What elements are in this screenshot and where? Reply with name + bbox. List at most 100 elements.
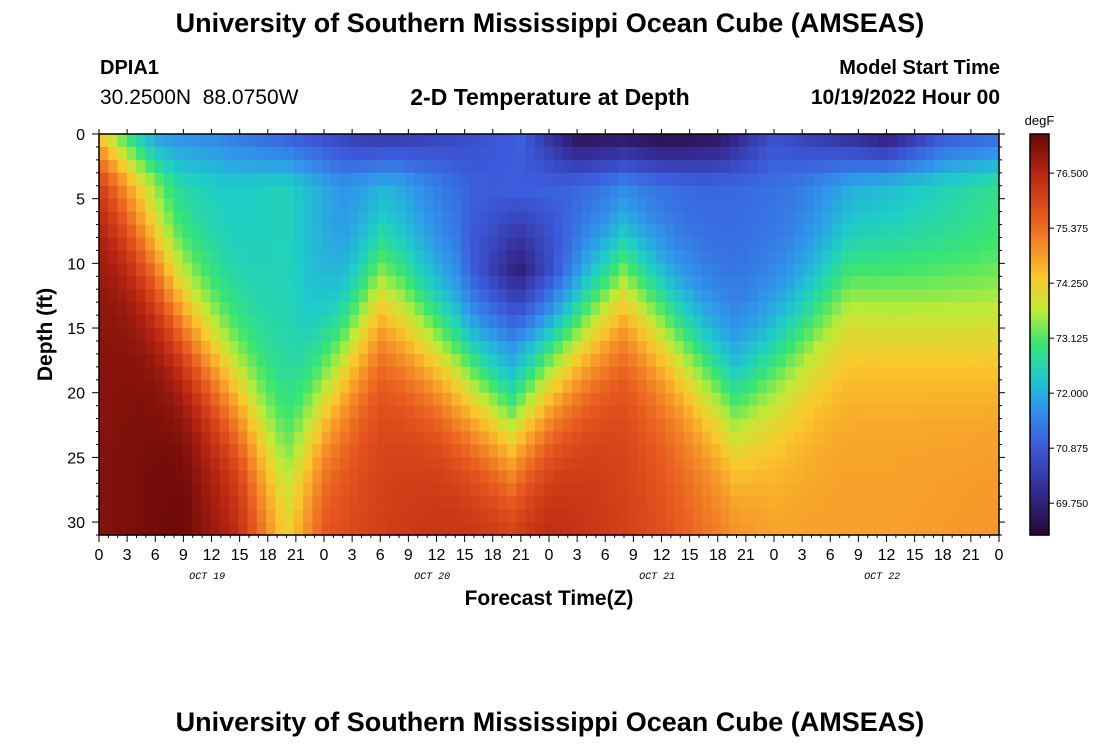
heatmap-cell bbox=[497, 134, 508, 148]
heatmap-cell bbox=[293, 522, 304, 536]
colorbar-segment bbox=[1030, 508, 1049, 513]
heatmap-cell bbox=[163, 340, 174, 355]
heatmap-cell bbox=[451, 457, 462, 471]
heatmap-cell bbox=[154, 263, 165, 277]
heatmap-cell bbox=[442, 211, 453, 226]
heatmap-cell bbox=[776, 276, 787, 290]
heatmap-cell bbox=[117, 289, 128, 303]
heatmap-cell bbox=[433, 224, 443, 239]
heatmap-cell bbox=[145, 431, 156, 446]
heatmap-cell bbox=[720, 159, 731, 174]
heatmap-cell bbox=[869, 263, 879, 277]
heatmap-cell bbox=[924, 224, 935, 239]
heatmap-cell bbox=[247, 146, 258, 161]
colorbar-segment bbox=[1030, 327, 1049, 332]
heatmap-cell bbox=[664, 457, 675, 471]
heatmap-cell bbox=[303, 302, 313, 316]
heatmap-cell bbox=[720, 444, 731, 458]
heatmap-cell bbox=[321, 198, 332, 213]
heatmap-cell bbox=[702, 263, 712, 277]
heatmap-cell bbox=[989, 366, 1000, 381]
heatmap-cell bbox=[377, 224, 388, 239]
heatmap-cell bbox=[952, 405, 963, 420]
heatmap-cell bbox=[238, 405, 249, 420]
heatmap-cell bbox=[767, 509, 777, 523]
heatmap-cell bbox=[525, 509, 536, 523]
heatmap-cell bbox=[330, 134, 341, 148]
heatmap-cell bbox=[664, 276, 675, 290]
heatmap-cell bbox=[405, 496, 416, 510]
heatmap-cell bbox=[256, 379, 267, 394]
heatmap-cell bbox=[776, 353, 787, 368]
heatmap-cell bbox=[674, 522, 685, 536]
heatmap-cell bbox=[664, 392, 675, 407]
heatmap-cell bbox=[516, 522, 527, 536]
heatmap-cell bbox=[562, 276, 573, 290]
heatmap-cell bbox=[869, 340, 879, 355]
heatmap-cell bbox=[284, 315, 295, 329]
heatmap-cell bbox=[201, 211, 211, 226]
heatmap-cell bbox=[776, 366, 787, 381]
heatmap-cell bbox=[831, 353, 842, 368]
heatmap-cell bbox=[460, 483, 471, 497]
heatmap-cell bbox=[887, 276, 898, 290]
heatmap-cell bbox=[368, 211, 378, 226]
heatmap-cell bbox=[989, 302, 1000, 316]
heatmap-cell bbox=[822, 302, 833, 316]
heatmap-cell bbox=[108, 315, 119, 329]
heatmap-cell bbox=[126, 211, 137, 226]
heatmap-cell bbox=[952, 522, 963, 536]
heatmap-cell bbox=[896, 328, 907, 342]
heatmap-cell bbox=[321, 522, 332, 536]
heatmap-cell bbox=[154, 457, 165, 471]
day-label: OCT 22 bbox=[864, 572, 900, 583]
heatmap-cell bbox=[340, 444, 351, 458]
heatmap-cell bbox=[321, 250, 332, 264]
heatmap-cell bbox=[729, 172, 740, 187]
heatmap-cell bbox=[219, 276, 230, 290]
heatmap-cell bbox=[804, 224, 815, 239]
x-tick-label: 21 bbox=[287, 547, 305, 564]
heatmap-cell bbox=[312, 276, 323, 290]
heatmap-cell bbox=[256, 470, 267, 484]
heatmap-cell bbox=[497, 392, 508, 407]
heatmap-cell bbox=[117, 250, 128, 264]
heatmap-cell bbox=[581, 134, 592, 148]
heatmap-cell bbox=[878, 470, 889, 484]
heatmap-cell bbox=[637, 328, 648, 342]
heatmap-cell bbox=[405, 315, 416, 329]
heatmap-cell bbox=[201, 289, 211, 303]
heatmap-cell bbox=[572, 185, 583, 200]
heatmap-cell bbox=[590, 328, 601, 342]
heatmap-cell bbox=[275, 483, 286, 497]
heatmap-cell bbox=[275, 159, 286, 174]
heatmap-cell bbox=[108, 405, 119, 420]
heatmap-cell bbox=[544, 302, 555, 316]
heatmap-cell bbox=[794, 134, 805, 148]
heatmap-cell bbox=[386, 405, 397, 420]
heatmap-cell bbox=[804, 315, 815, 329]
heatmap-cell bbox=[256, 250, 267, 264]
heatmap-cell bbox=[266, 198, 276, 213]
x-axis-label: Forecast Time(Z) bbox=[465, 587, 634, 610]
heatmap-cell bbox=[321, 353, 332, 368]
heatmap-cell bbox=[739, 340, 750, 355]
heatmap-cell bbox=[516, 237, 527, 252]
heatmap-cell bbox=[757, 224, 768, 239]
heatmap-cell bbox=[739, 418, 750, 433]
heatmap-cell bbox=[544, 276, 555, 290]
heatmap-cell bbox=[934, 509, 944, 523]
heatmap-cell bbox=[497, 379, 508, 394]
heatmap-cell bbox=[767, 431, 777, 446]
colorbar-segment bbox=[1030, 271, 1049, 275]
heatmap-cell bbox=[293, 302, 304, 316]
heatmap-cell bbox=[822, 185, 833, 200]
heatmap-cell bbox=[692, 496, 703, 510]
heatmap-cell bbox=[896, 522, 907, 536]
heatmap-cell bbox=[349, 185, 360, 200]
heatmap-cell bbox=[479, 392, 490, 407]
heatmap-cell bbox=[330, 237, 341, 252]
heatmap-cell bbox=[395, 250, 406, 264]
heatmap-cell bbox=[136, 250, 146, 264]
heatmap-cell bbox=[284, 444, 295, 458]
